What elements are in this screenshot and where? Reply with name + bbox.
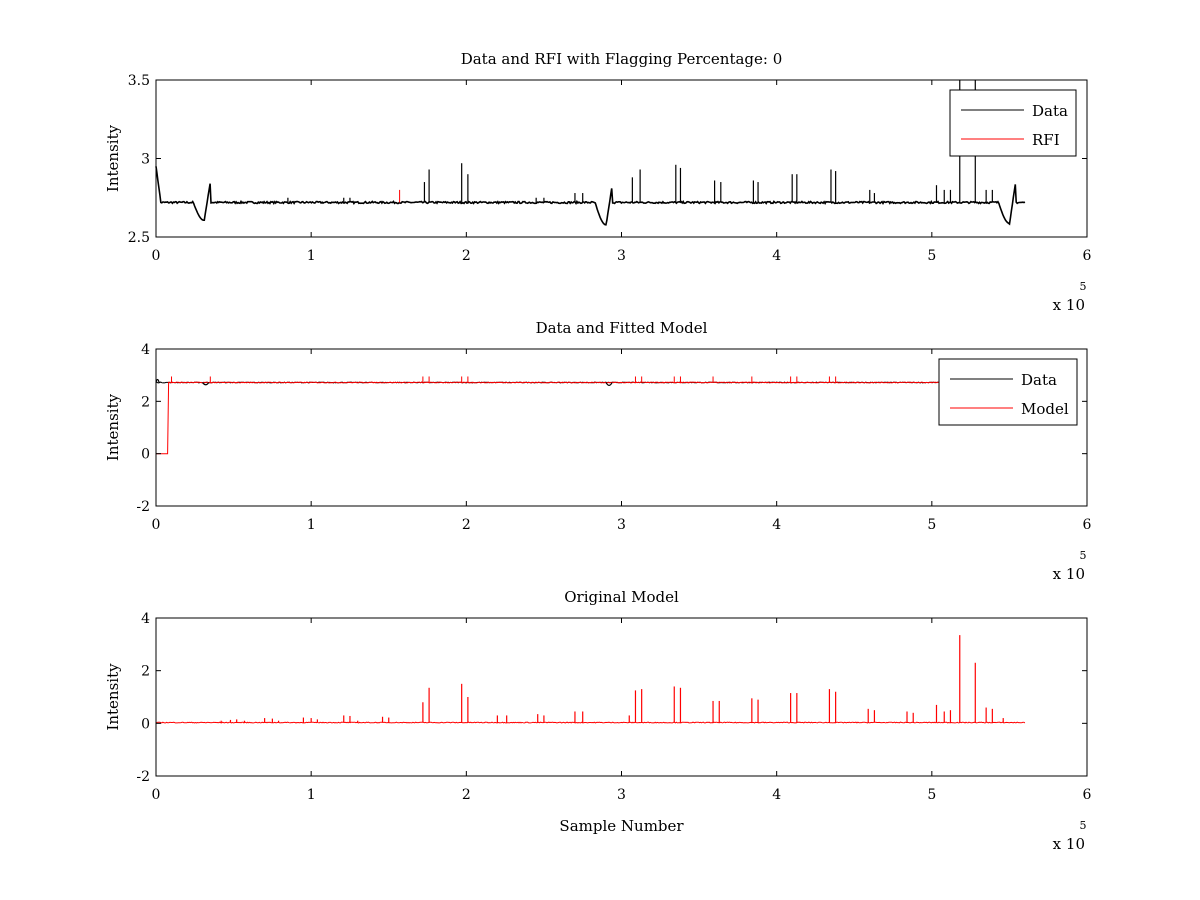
axes-frame xyxy=(155,617,1088,777)
legend: Data RFI xyxy=(949,89,1077,157)
plot-title: Data and RFI with Flagging Percentage: 0 xyxy=(461,50,783,68)
plot-title: Original Model xyxy=(564,588,679,606)
data-dip xyxy=(605,382,613,386)
x-multiplier-exponent: 5 xyxy=(1080,549,1087,562)
y-axis-label: Intensity xyxy=(104,663,122,731)
x-multiplier-exponent: 5 xyxy=(1080,819,1087,832)
series-model xyxy=(156,381,1026,455)
legend: Data Model xyxy=(938,358,1078,426)
y-tick-label: 0 xyxy=(141,716,150,732)
data-dip xyxy=(202,382,210,386)
x-tick-label: 6 xyxy=(1083,787,1092,803)
legend-box xyxy=(938,358,1078,426)
axes-frame xyxy=(155,79,1088,238)
x-tick-label: 0 xyxy=(152,248,161,264)
y-tick-label: 2.5 xyxy=(128,230,150,246)
x-multiplier-label: x 10 xyxy=(1053,835,1085,853)
legend-label: RFI xyxy=(1032,131,1060,149)
x-tick-label: 3 xyxy=(617,517,626,533)
x-tick-label: 6 xyxy=(1083,517,1092,533)
series-data xyxy=(155,80,1026,226)
x-tick-label: 2 xyxy=(462,248,471,264)
y-tick-label: 2 xyxy=(141,394,150,410)
x-tick-label: 5 xyxy=(927,517,936,533)
x-multiplier-label: x 10 xyxy=(1053,565,1085,583)
x-tick-label: 4 xyxy=(772,248,781,264)
y-tick-label: 2 xyxy=(141,664,150,680)
legend-label: Model xyxy=(1021,400,1069,418)
y-tick-label: 0 xyxy=(141,447,150,463)
x-tick-label: 1 xyxy=(307,517,316,533)
x-tick-label: 2 xyxy=(462,787,471,803)
x-tick-label: 1 xyxy=(307,248,316,264)
x-tick-label: 3 xyxy=(617,248,626,264)
y-tick-label: 4 xyxy=(141,342,150,358)
y-axis-label: Intensity xyxy=(104,124,122,192)
legend-label: Data xyxy=(1021,371,1057,389)
legend-label: Data xyxy=(1032,102,1068,120)
x-tick-label: 4 xyxy=(772,517,781,533)
y-tick-label: 3.5 xyxy=(128,73,150,89)
x-tick-label: 4 xyxy=(772,787,781,803)
model-spikes xyxy=(171,376,837,383)
x-tick-label: 1 xyxy=(307,787,316,803)
x-tick-label: 6 xyxy=(1083,248,1092,264)
series-line xyxy=(156,381,1026,455)
x-multiplier-exponent: 5 xyxy=(1080,280,1087,293)
y-tick-label: -2 xyxy=(136,769,150,785)
y-tick-label: 4 xyxy=(141,611,150,627)
legend-box xyxy=(949,89,1077,157)
x-tick-label: 2 xyxy=(462,517,471,533)
series-original-model xyxy=(155,635,1026,724)
x-multiplier-label: x 10 xyxy=(1053,296,1085,314)
y-axis-label: Intensity xyxy=(104,393,122,461)
x-tick-label: 5 xyxy=(927,248,936,264)
x-tick-label: 0 xyxy=(152,517,161,533)
series-line xyxy=(155,166,1026,226)
y-tick-label: -2 xyxy=(136,499,150,515)
x-tick-label: 0 xyxy=(152,787,161,803)
x-tick-label: 3 xyxy=(617,787,626,803)
x-axis-label: Sample Number xyxy=(559,817,684,835)
y-tick-label: 3 xyxy=(141,152,150,168)
subplot-1: Data and RFI with Flagging Percentage: 0… xyxy=(104,50,1092,314)
plot-title: Data and Fitted Model xyxy=(536,319,708,337)
series-line xyxy=(155,721,1026,724)
x-tick-label: 5 xyxy=(927,787,936,803)
